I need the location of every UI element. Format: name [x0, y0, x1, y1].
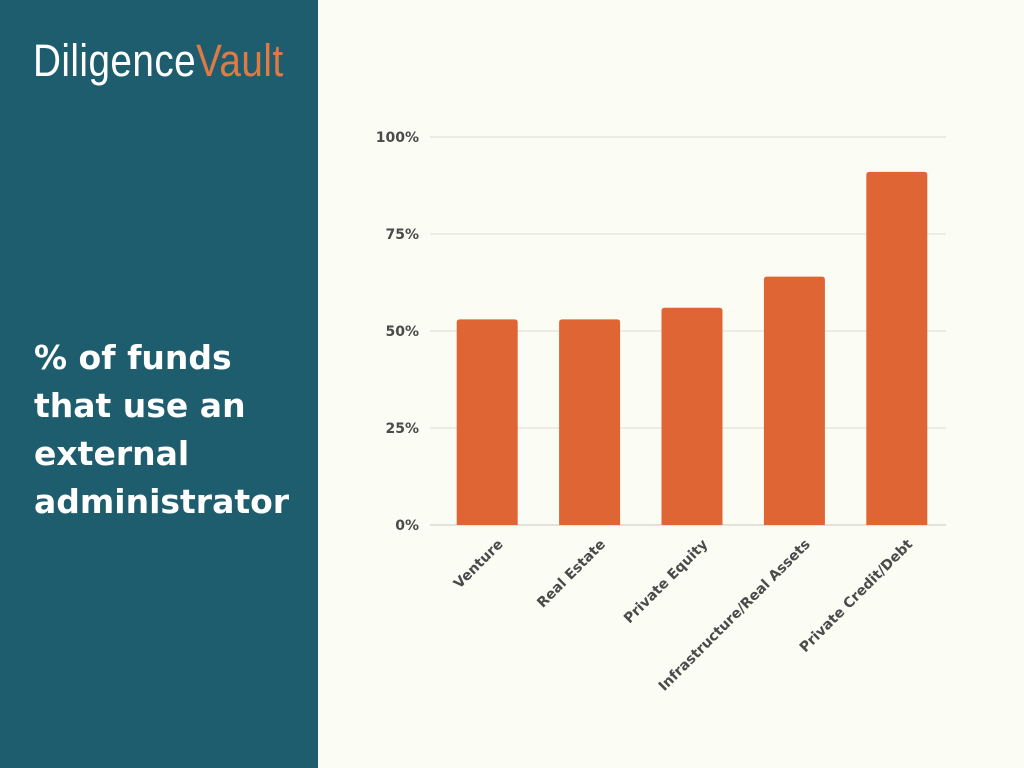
logo-text-vault: Vault — [196, 35, 284, 86]
y-tick-label: 25% — [385, 421, 419, 437]
chart-headline: % of funds that use an external administ… — [34, 338, 290, 521]
bar — [559, 319, 621, 525]
logo-text-diligence: Diligence — [33, 35, 197, 86]
left-panel: DiligenceVault % of funds that use an ex… — [0, 0, 318, 768]
bar-chart: 0%25%50%75%100%Venture Real Estate Private… — [376, 130, 946, 694]
x-category-label: Venture — [451, 537, 507, 593]
bar — [456, 319, 518, 525]
y-tick-label: 100% — [376, 130, 419, 146]
bar — [763, 276, 825, 525]
x-category-label: Private Credit/Debt — [797, 536, 917, 656]
x-category-label: Private Equity — [621, 537, 711, 627]
bar — [866, 171, 928, 526]
bar — [661, 307, 723, 525]
y-tick-label: 50% — [385, 324, 419, 340]
y-tick-label: 75% — [385, 227, 419, 243]
chart-panel: 0% 25% 50% 75% 100% Venture Real Estate Private… — [318, 0, 1024, 768]
diligencevault-logo: DiligenceVault — [33, 38, 284, 83]
y-tick-label: 0% — [395, 518, 419, 534]
x-category-label: Real Estate — [534, 537, 609, 612]
